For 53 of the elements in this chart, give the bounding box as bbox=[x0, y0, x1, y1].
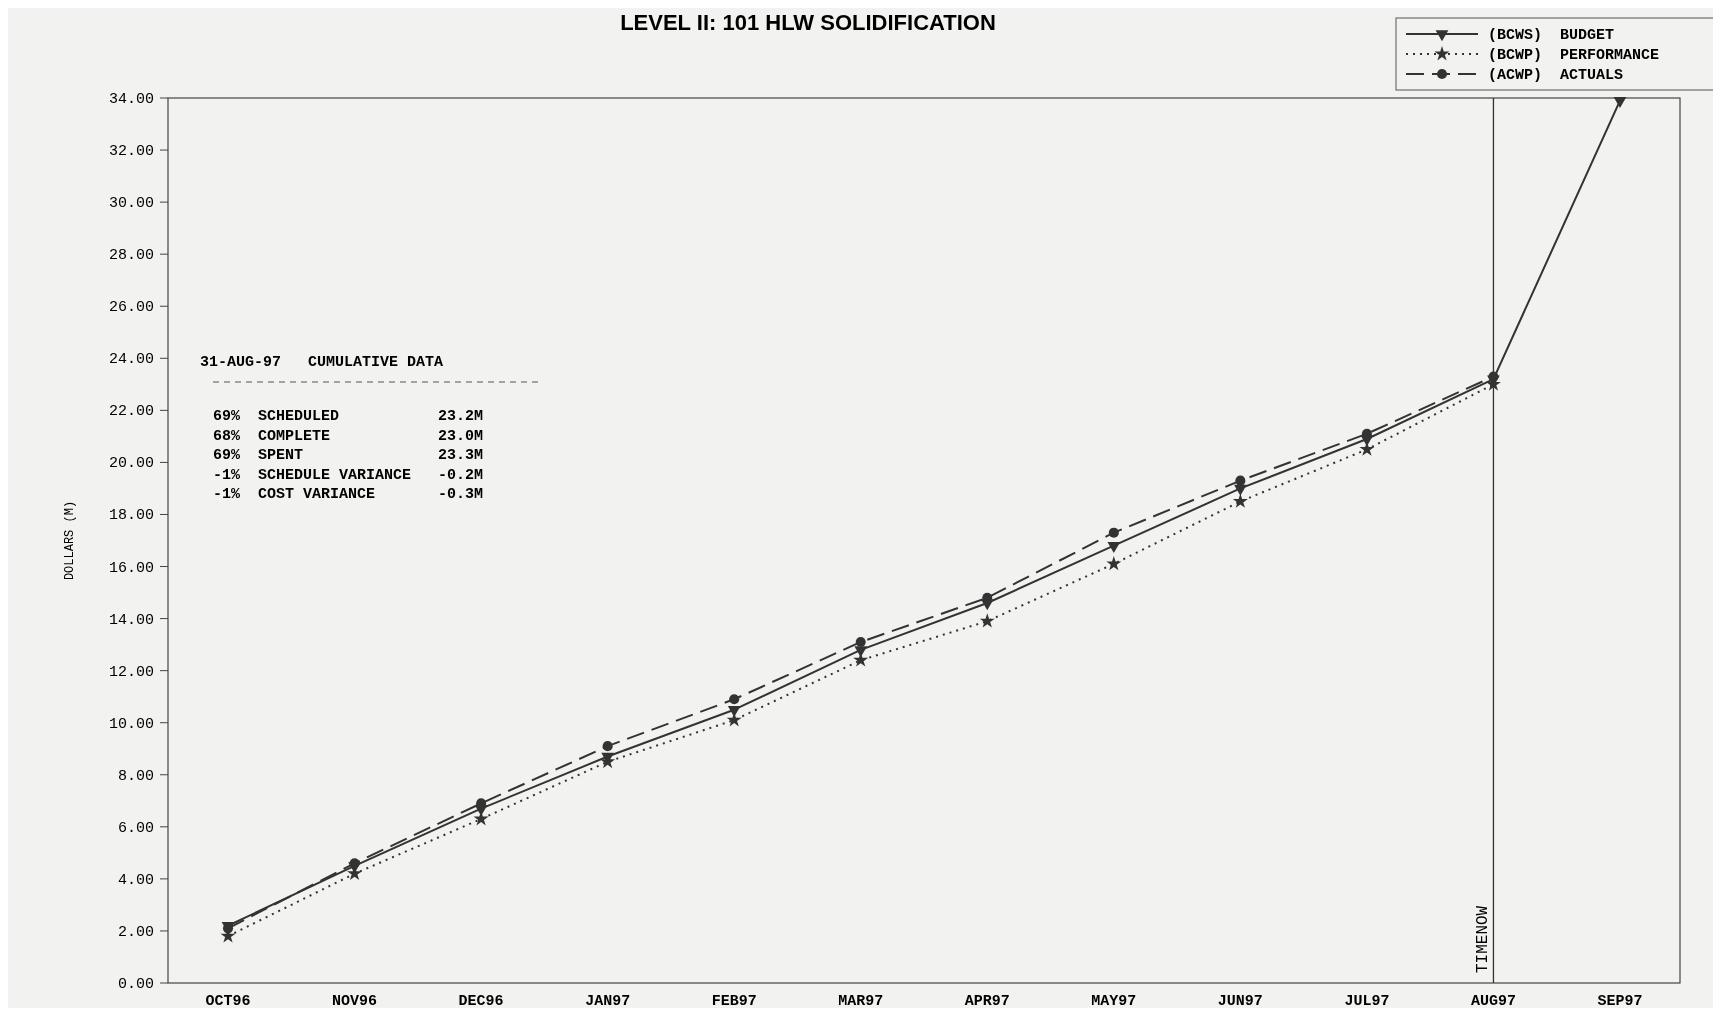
y-tick-label: 16.00 bbox=[108, 559, 154, 577]
y-tick-label: 28.00 bbox=[108, 247, 154, 265]
annotation: 31-AUG-97 CUMULATIVE DATA bbox=[200, 354, 444, 371]
point bbox=[1106, 556, 1122, 571]
annotation: -1% COST VARIANCE -0.3M bbox=[213, 486, 484, 503]
y-axis-title: DOLLARS (M) bbox=[63, 500, 77, 581]
point bbox=[1234, 484, 1247, 496]
point bbox=[602, 741, 613, 752]
x-tick-label: JUN97 bbox=[1217, 993, 1263, 1010]
x-tick-label: MAY97 bbox=[1091, 993, 1137, 1010]
x-tick-label: APR97 bbox=[964, 993, 1010, 1010]
legend-label: (ACWP) ACTUALS bbox=[1488, 67, 1624, 84]
x-tick-label: OCT96 bbox=[205, 993, 251, 1010]
chart-title: LEVEL II: 101 HLW SOLIDIFICATION bbox=[620, 10, 996, 35]
y-tick-label: 10.00 bbox=[108, 715, 154, 733]
y-tick-label: 14.00 bbox=[108, 611, 154, 629]
x-tick-label: FEB97 bbox=[711, 993, 757, 1010]
x-tick-label: NOV96 bbox=[332, 993, 378, 1010]
x-tick-label: JUL97 bbox=[1344, 993, 1390, 1010]
x-tick-label: SEP97 bbox=[1597, 993, 1643, 1010]
point bbox=[1232, 493, 1248, 508]
y-tick-label: 24.00 bbox=[108, 351, 154, 369]
point bbox=[855, 636, 866, 648]
point bbox=[1235, 475, 1246, 486]
point bbox=[1108, 527, 1119, 538]
x-tick-label: AUG97 bbox=[1470, 993, 1516, 1010]
point bbox=[729, 694, 740, 705]
y-tick-label: 4.00 bbox=[117, 871, 154, 889]
annotation: -1% SCHEDULE VARIANCE -0.2M bbox=[213, 466, 484, 484]
legend-label: (BCWP) PERFORMANCE bbox=[1488, 47, 1660, 64]
legend-label: (BCWS) BUDGET bbox=[1488, 27, 1615, 44]
y-tick-label: 0.00 bbox=[117, 976, 154, 993]
point bbox=[1613, 96, 1627, 108]
x-tick-label: MAR97 bbox=[838, 993, 884, 1010]
y-tick-label: 8.00 bbox=[117, 767, 154, 785]
y-tick-label: 18.00 bbox=[108, 507, 154, 525]
point bbox=[979, 613, 995, 628]
ref-line-label: TIMENOW bbox=[1474, 905, 1493, 973]
y-tick-label: 26.00 bbox=[108, 299, 154, 317]
x-tick-label: JAN97 bbox=[585, 993, 631, 1010]
annotation: 69% SCHEDULED 23.2M bbox=[213, 408, 484, 425]
y-tick-label: 12.00 bbox=[108, 663, 154, 681]
y-tick-label: 22.00 bbox=[108, 403, 154, 421]
point bbox=[1488, 371, 1499, 382]
y-tick-label: 32.00 bbox=[108, 143, 154, 161]
x-tick-label: DEC96 bbox=[458, 993, 504, 1010]
y-tick-label: 34.00 bbox=[108, 91, 154, 108]
y-tick-label: 20.00 bbox=[108, 455, 154, 473]
y-tick-label: 6.00 bbox=[117, 819, 154, 837]
annotation: 68% COMPLETE 23.0M bbox=[213, 427, 484, 445]
y-tick-label: 30.00 bbox=[108, 195, 154, 213]
annotation: 69% SPENT 23.3M bbox=[213, 447, 484, 464]
y-tick-label: 2.00 bbox=[117, 923, 154, 941]
